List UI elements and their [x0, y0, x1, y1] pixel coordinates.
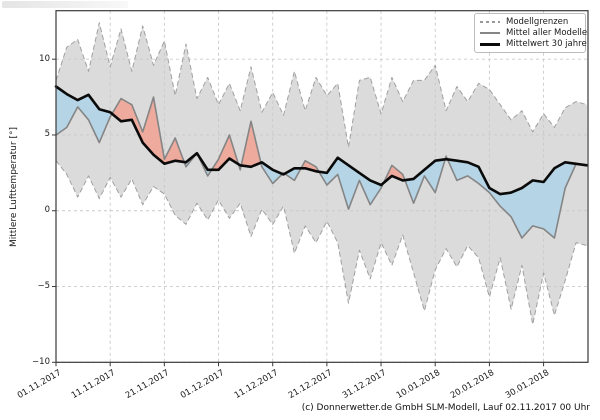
legend-label: Mittelwert 30 jahre	[506, 39, 587, 50]
warmer-than-normal-fill	[112, 97, 185, 164]
black-line-icon	[480, 42, 500, 46]
legend-item-mittelwert-30-jahre: Mittelwert 30 jahre	[480, 39, 587, 50]
model-lower-bound-line	[55, 160, 588, 325]
legend-label: Mittel aller Modelle	[506, 27, 588, 38]
colder-than-normal-fill	[447, 159, 587, 238]
colder-than-normal-fill	[319, 157, 384, 210]
warmer-than-normal-fill	[301, 160, 319, 172]
dashed-line-icon	[480, 20, 500, 23]
y-tick-label: 0	[44, 205, 50, 216]
legend-item-mittel-aller-modelle: Mittel aller Modelle	[480, 27, 587, 38]
legend-item-modellgrenzen: Modellgrenzen	[480, 16, 580, 27]
warmer-than-normal-fill	[241, 121, 261, 167]
colder-than-normal-fill	[56, 86, 112, 143]
mean-30y-line	[54, 85, 589, 196]
legend-label: Modellgrenzen	[506, 16, 569, 27]
model-upper-bound-line	[55, 22, 588, 148]
y-tick-label: 5	[44, 129, 50, 140]
plot-border	[55, 10, 589, 363]
y-tick-label: −10	[32, 356, 50, 367]
y-axis-title: Mittlere Lufttemperatur [°]	[9, 127, 19, 247]
model-mean-line	[55, 96, 588, 239]
y-tick-label: −5	[37, 281, 50, 292]
gray-line-icon	[480, 32, 500, 34]
colder-than-normal-fill	[284, 168, 301, 181]
copyright-credit: (c) Donnerwetter.de GmbH SLM-Modell, Lau…	[301, 403, 590, 413]
faint-watermark	[2, 1, 128, 8]
y-tick-label: 10	[39, 53, 50, 64]
legend: Modellgrenzen Mittel aller Modelle Mitte…	[474, 13, 587, 53]
